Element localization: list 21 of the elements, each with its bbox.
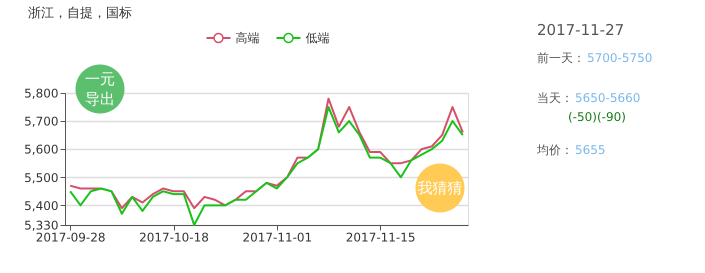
text: 2017-11-27 [537,21,624,39]
chart-title: 浙江，自提，国标 [28,6,132,21]
y-tick-label: 5,400 [24,198,58,213]
x-tick-label: 2017-10-18 [139,230,209,244]
x-tick-label: 2017-09-28 [36,230,106,244]
y-tick-label: 5,800 [24,86,58,100]
x-tick-label: 2017-11-15 [346,230,416,244]
line-series [69,106,464,226]
annotation: 一元导出 [85,70,115,108]
legend-label: 高端 [236,31,260,45]
text: 当天：5650-5660 [537,91,640,105]
y-tick-label: 5,700 [24,114,58,129]
x-tick-label: 2017-11-01 [242,230,312,244]
annotation: 我猜猜 [418,179,462,197]
y-tick-label: 5,500 [24,170,58,185]
y-tick-label: 5,600 [24,142,58,157]
legend-label: 低端 [306,31,330,45]
text: 前一天：5700-5750 [537,51,652,65]
y-tick-label: 5,330 [24,218,58,232]
text: (-50)(-90) [568,110,626,124]
text: 均价：5655 [536,143,606,157]
